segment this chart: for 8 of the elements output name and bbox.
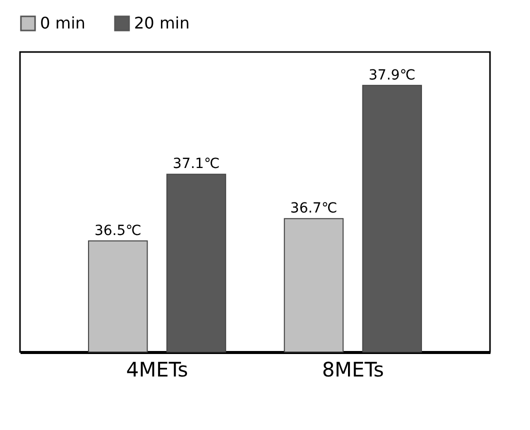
data-label: 36.5℃ bbox=[94, 222, 142, 239]
data-label: 37.1℃ bbox=[172, 156, 220, 172]
legend-label: 20 min bbox=[134, 13, 190, 32]
x-tick-label: 8METs bbox=[322, 358, 384, 382]
data-label: 37.9℃ bbox=[368, 67, 416, 84]
legend-label: 0 min bbox=[40, 13, 86, 32]
x-tick-label: 4METs bbox=[126, 358, 188, 382]
data-label: 36.7℃ bbox=[290, 200, 338, 217]
